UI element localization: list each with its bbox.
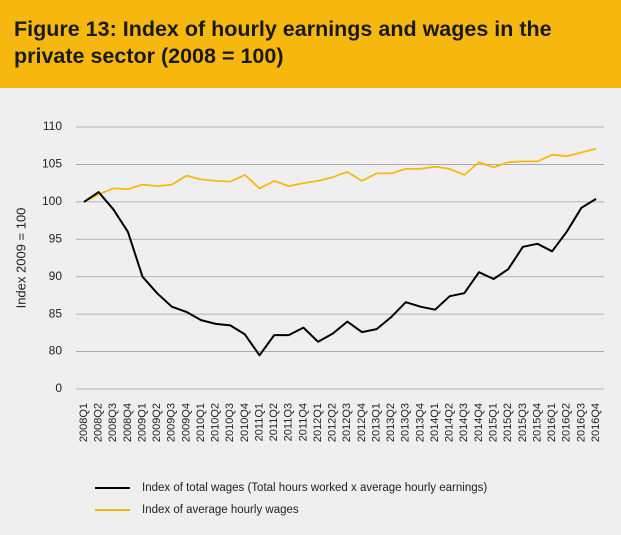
x-tick-label: 2009Q4	[180, 403, 192, 442]
x-tick-label: 2011Q1	[253, 403, 265, 441]
x-tick-label: 2016Q2	[561, 403, 573, 442]
series-line	[83, 147, 597, 203]
x-tick-label: 2013Q2	[385, 403, 397, 442]
x-tick-label: 2008Q1	[78, 403, 90, 442]
y-tick-label: 0	[55, 381, 62, 395]
y-tick-label: 80	[49, 344, 63, 358]
x-tick-label: 2011Q2	[268, 403, 280, 441]
y-axis-label: Index 2009 = 100	[13, 208, 28, 309]
x-tick-label: 2014Q4	[473, 403, 485, 442]
title-band	[0, 0, 621, 88]
x-tick-label: 2014Q3	[458, 403, 470, 442]
y-tick-label: 95	[49, 231, 63, 245]
x-tick-label: 2008Q3	[107, 403, 119, 442]
x-tick-label: 2011Q4	[297, 403, 309, 441]
x-tick-label: 2015Q4	[531, 403, 543, 442]
x-tick-label: 2013Q1	[370, 403, 382, 442]
x-tick-label: 2011Q3	[283, 403, 295, 441]
x-tick-label: 2009Q1	[136, 403, 148, 442]
x-tick-label: 2009Q3	[166, 403, 178, 442]
x-tick-label: 2014Q1	[429, 403, 441, 442]
x-tick-label: 2015Q2	[502, 403, 514, 442]
legend-label: Index of average hourly wages	[142, 504, 299, 516]
x-tick-label: 2016Q1	[546, 403, 558, 442]
x-tick-label: 2012Q3	[341, 403, 353, 442]
x-tick-label: 2012Q4	[356, 403, 368, 442]
x-tick-label: 2016Q4	[590, 403, 602, 442]
y-tick-label: 105	[42, 157, 62, 171]
x-tick-label: 2010Q3	[224, 403, 236, 442]
x-tick-label: 2015Q1	[488, 403, 500, 442]
x-tick-label: 2013Q3	[400, 403, 412, 442]
x-tick-label: 2010Q2	[210, 403, 222, 442]
x-tick-label: 2010Q4	[239, 403, 251, 442]
x-tick-label: 2012Q2	[327, 403, 339, 442]
series-line	[83, 191, 597, 357]
x-tick-label: 2015Q3	[517, 403, 529, 442]
x-tick-label: 2010Q1	[195, 403, 207, 442]
legend-label: Index of total wages (Total hours worked…	[142, 482, 487, 494]
x-tick-label: 2008Q4	[122, 403, 134, 442]
y-tick-label: 110	[43, 119, 62, 133]
x-tick-label: 2008Q2	[93, 403, 105, 442]
x-tick-label: 2014Q2	[444, 403, 456, 442]
x-tick-label: 2012Q1	[312, 403, 324, 442]
x-tick-label: 2016Q3	[575, 403, 587, 442]
y-tick-label: 90	[49, 269, 63, 283]
chart-title: Figure 13: Index of hourly earnings and …	[14, 17, 552, 68]
y-tick-label: 85	[49, 306, 63, 320]
y-tick-label: 100	[42, 194, 62, 208]
x-tick-label: 2013Q4	[414, 403, 426, 442]
x-tick-label: 2009Q2	[151, 403, 163, 442]
